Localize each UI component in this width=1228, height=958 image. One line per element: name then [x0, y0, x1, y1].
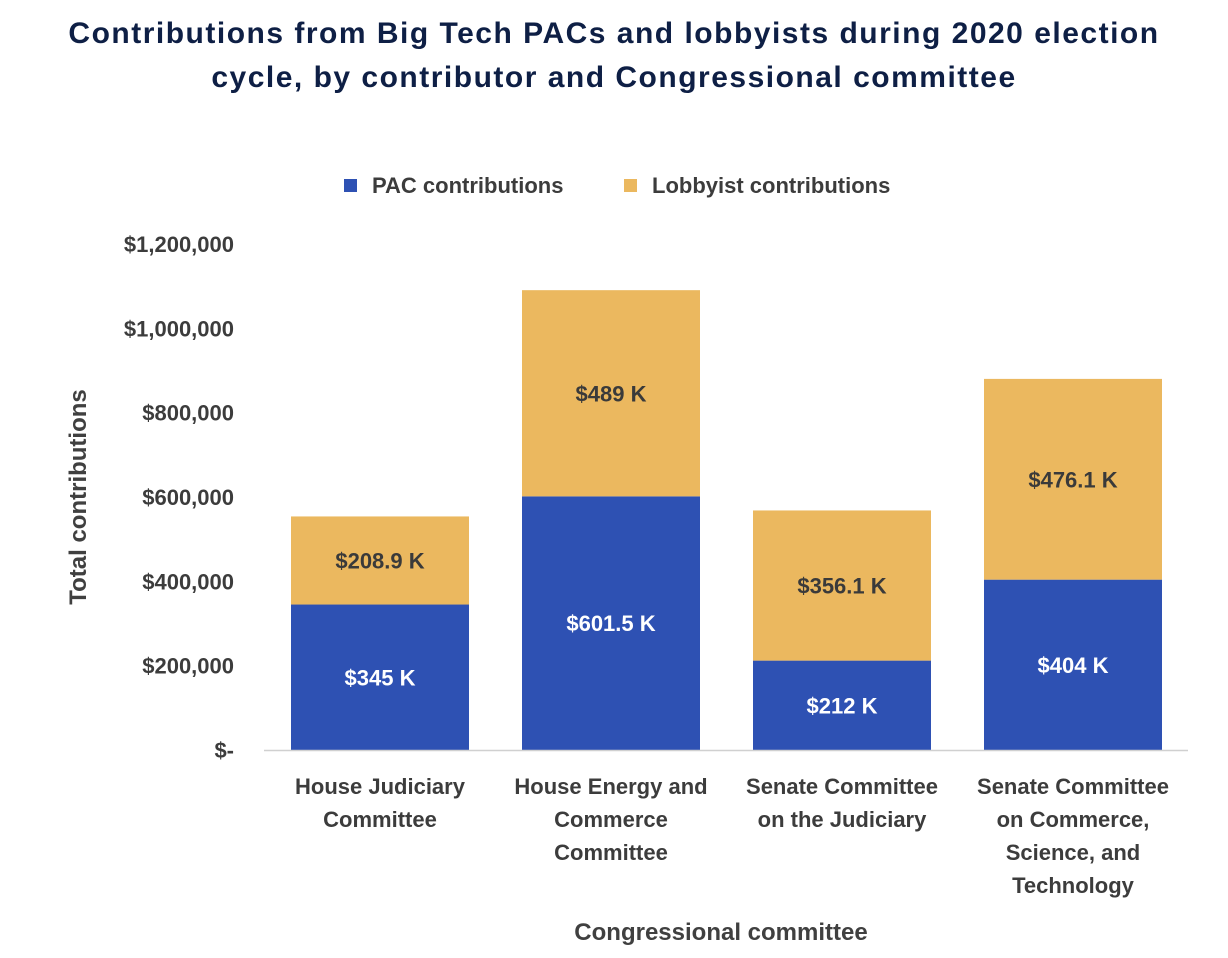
x-tick-label-4: Senate Committee on Commerce, Science, and… — [977, 774, 1169, 898]
x-tick-label-line: Committee — [554, 840, 668, 865]
legend-label-2: Lobbyist contributions — [652, 173, 890, 198]
y-tick-label: $- — [214, 738, 234, 763]
legend-label-1: PAC contributions — [372, 173, 563, 198]
y-axis-title: Total contributions — [65, 389, 92, 605]
lobbyist-data-label-2: $489 K — [576, 381, 647, 406]
x-tick-label-line: Committee — [323, 807, 437, 832]
x-tick-label-2: House Energy and Commerce Committee — [514, 774, 707, 865]
lobbyist-data-label-4: $476.1 K — [1028, 467, 1117, 492]
pac-bar-3 — [753, 660, 931, 750]
x-tick-label-line: Science, and — [1006, 840, 1141, 865]
y-axis: $- $200,000 $400,000 $600,000 $800,000 $1,000… — [124, 232, 234, 763]
lobbyist-bar-4 — [984, 378, 1162, 580]
pac-data-label-1: $345 K — [345, 665, 416, 690]
x-tick-label-line: Technology — [1012, 873, 1135, 898]
bars: $345 K $208.9 K $601.5 K $489 K $212 K $356.1… — [291, 290, 1162, 750]
y-tick-label: $1,000,000 — [124, 316, 234, 341]
y-tick-label: $200,000 — [142, 654, 234, 679]
pac-data-label-3: $212 K — [807, 693, 878, 718]
x-tick-label-line: Senate Committee — [746, 774, 938, 799]
x-tick-label-line: on the Judiciary — [758, 807, 927, 832]
chart-title-line-1: Contributions from Big Tech PACs and lob… — [68, 17, 1160, 50]
y-tick-label: $600,000 — [142, 485, 234, 510]
pac-bar-4 — [984, 579, 1162, 750]
chart-title-line-2: cycle, by contributor and Congressional … — [211, 61, 1017, 94]
x-axis-title: Congressional committee — [574, 919, 867, 946]
x-tick-label-3: Senate Committee on the Judiciary — [746, 774, 938, 832]
x-tick-label-line: on Commerce, — [997, 807, 1150, 832]
pac-bar-2 — [522, 496, 700, 750]
lobbyist-data-label-1: $208.9 K — [335, 548, 424, 573]
x-tick-label-line: Senate Committee — [977, 774, 1169, 799]
pac-data-label-2: $601.5 K — [566, 611, 655, 636]
pac-data-label-4: $404 K — [1038, 653, 1109, 678]
x-tick-label-line: Commerce — [554, 807, 668, 832]
lobbyist-bar-3 — [753, 510, 931, 661]
y-tick-label: $800,000 — [142, 401, 234, 426]
lobbyist-bar-2 — [522, 290, 700, 497]
y-tick-label: $1,200,000 — [124, 232, 234, 257]
legend: PAC contributions Lobbyist contributions — [344, 173, 890, 198]
pac-bar-1 — [291, 604, 469, 750]
lobbyist-bar-1 — [291, 516, 469, 605]
x-tick-label-line: House Judiciary — [295, 774, 466, 799]
x-tick-label-line: House Energy and — [514, 774, 707, 799]
y-tick-label: $400,000 — [142, 569, 234, 594]
legend-swatch-2 — [624, 179, 637, 192]
legend-swatch-1 — [344, 179, 357, 192]
lobbyist-data-label-3: $356.1 K — [797, 574, 886, 599]
chart-title: Contributions from Big Tech PACs and lob… — [0, 12, 1228, 100]
x-tick-label-1: House Judiciary Committee — [295, 774, 466, 832]
